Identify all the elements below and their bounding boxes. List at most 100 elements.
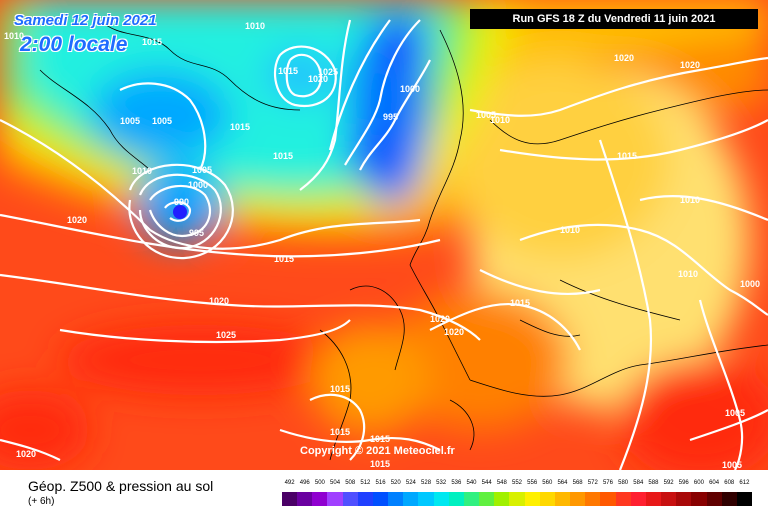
scale-swatch xyxy=(676,492,692,506)
scale-label: 600 xyxy=(693,480,704,486)
scale-label: 520 xyxy=(390,480,401,486)
scale-swatch xyxy=(403,492,419,506)
pressure-label: 995 xyxy=(383,112,399,122)
scale-label: 516 xyxy=(375,480,386,486)
scale-label: 504 xyxy=(330,480,341,486)
scale-swatch xyxy=(297,492,313,506)
scale-swatch xyxy=(418,492,435,506)
scale-label: 564 xyxy=(557,480,568,486)
scale-label: 500 xyxy=(314,480,325,486)
scale-swatch xyxy=(554,492,571,506)
scale-label: 580 xyxy=(618,480,629,486)
scale-swatch xyxy=(570,492,586,506)
pressure-label: 1010 xyxy=(132,166,153,176)
scale-label: 556 xyxy=(527,480,538,486)
scale-label: 544 xyxy=(481,480,492,486)
scale-swatch xyxy=(509,492,526,506)
pressure-label: 1005 xyxy=(120,116,141,126)
pressure-label: 995 xyxy=(189,228,205,238)
pressure-label: 1025 xyxy=(216,330,237,340)
pressure-label: 1020 xyxy=(430,314,451,324)
scale-swatch xyxy=(433,492,450,506)
scale-label: 588 xyxy=(648,480,659,486)
scale-label: 576 xyxy=(602,480,613,486)
scale-swatch xyxy=(388,492,404,506)
pressure-label: 1015 xyxy=(370,434,391,444)
pressure-label: 1020 xyxy=(444,327,465,337)
pressure-label: 1015 xyxy=(230,122,251,132)
pressure-label: 1010 xyxy=(245,21,266,31)
pressure-label: 1005 xyxy=(722,460,743,470)
scale-label: 584 xyxy=(633,480,644,486)
scale-label: 528 xyxy=(421,480,432,486)
pressure-label: 1020 xyxy=(308,74,329,84)
coastlines xyxy=(39,19,768,461)
weather-map: Samedi 12 juin 2021 2:00 locale Run GFS … xyxy=(0,0,768,470)
scale-label: 540 xyxy=(466,480,477,486)
scale-label: 508 xyxy=(345,480,356,486)
pressure-label: 1000 xyxy=(188,180,209,190)
pressure-label: 1020 xyxy=(209,296,230,306)
scale-label: 572 xyxy=(587,480,598,486)
scale-swatch xyxy=(615,492,632,506)
scale-label: 596 xyxy=(678,480,689,486)
forecast-offset: (+ 6h) xyxy=(28,496,55,507)
pressure-label: 1005 xyxy=(192,165,213,175)
scale-swatch xyxy=(372,492,389,506)
scale-swatch xyxy=(342,492,359,506)
pressure-label: 1015 xyxy=(278,66,299,76)
pressure-label: 1015 xyxy=(273,151,294,161)
pressure-label: 1010 xyxy=(560,225,581,235)
scale-swatch xyxy=(448,492,465,506)
scale-swatch xyxy=(600,492,617,506)
scale-label: 532 xyxy=(436,480,447,486)
scale-swatch xyxy=(312,492,328,506)
scale-label: 604 xyxy=(709,480,720,486)
forecast-date: Samedi 12 juin 2021 xyxy=(14,12,157,29)
pressure-label: 1010 xyxy=(680,195,701,205)
pressure-label: 990 xyxy=(174,197,190,207)
forecast-time: 2:00 locale xyxy=(20,33,128,56)
pressure-label: 1025 xyxy=(318,67,339,77)
copyright-notice: Copyright © 2021 Meteociel.fr xyxy=(300,445,455,457)
scale-swatch xyxy=(691,492,707,506)
scale-label: 592 xyxy=(663,480,674,486)
color-scale: 492 496 500 504 508 512 516 520 524 528 532 536 540 5… xyxy=(282,474,753,508)
isobars xyxy=(0,19,768,470)
scale-swatch xyxy=(645,492,662,506)
scale-swatch xyxy=(736,492,753,506)
pressure-label: 1010 xyxy=(490,115,511,125)
pressure-label: 1005 xyxy=(476,110,497,120)
scale-swatch xyxy=(524,492,541,506)
scale-label: 548 xyxy=(496,480,507,486)
pressure-label: 1015 xyxy=(510,298,531,308)
scale-label: 568 xyxy=(572,480,583,486)
pressure-label: 1015 xyxy=(617,151,638,161)
pressure-label: 1005 xyxy=(725,408,746,418)
scale-swatch xyxy=(479,492,495,506)
scale-label: 536 xyxy=(451,480,462,486)
pressure-label: 1015 xyxy=(330,384,351,394)
scale-label: 608 xyxy=(724,480,735,486)
scale-label: 512 xyxy=(360,480,371,486)
pressure-label: 1015 xyxy=(142,37,163,47)
pressure-label: 1000 xyxy=(740,279,761,289)
scale-swatch xyxy=(282,492,298,506)
scale-label: 612 xyxy=(739,480,750,486)
model-run-banner: Run GFS 18 Z du Vendredi 11 juin 2021 xyxy=(470,9,758,29)
pressure-label: 1010 xyxy=(678,269,699,279)
pressure-label: 1020 xyxy=(16,449,37,459)
scale-swatch xyxy=(539,492,556,506)
scale-swatch xyxy=(721,492,738,506)
scale-label: 492 xyxy=(284,480,295,486)
scale-swatch xyxy=(357,492,374,506)
pressure-label: 1020 xyxy=(614,53,635,63)
scale-swatch xyxy=(327,492,344,506)
scale-swatch xyxy=(494,492,510,506)
scale-label: 560 xyxy=(542,480,553,486)
scale-label: 524 xyxy=(405,480,416,486)
scale-swatch xyxy=(463,492,480,506)
scale-swatch xyxy=(661,492,677,506)
scale-swatch xyxy=(630,492,647,506)
pressure-label: 1015 xyxy=(370,459,391,469)
